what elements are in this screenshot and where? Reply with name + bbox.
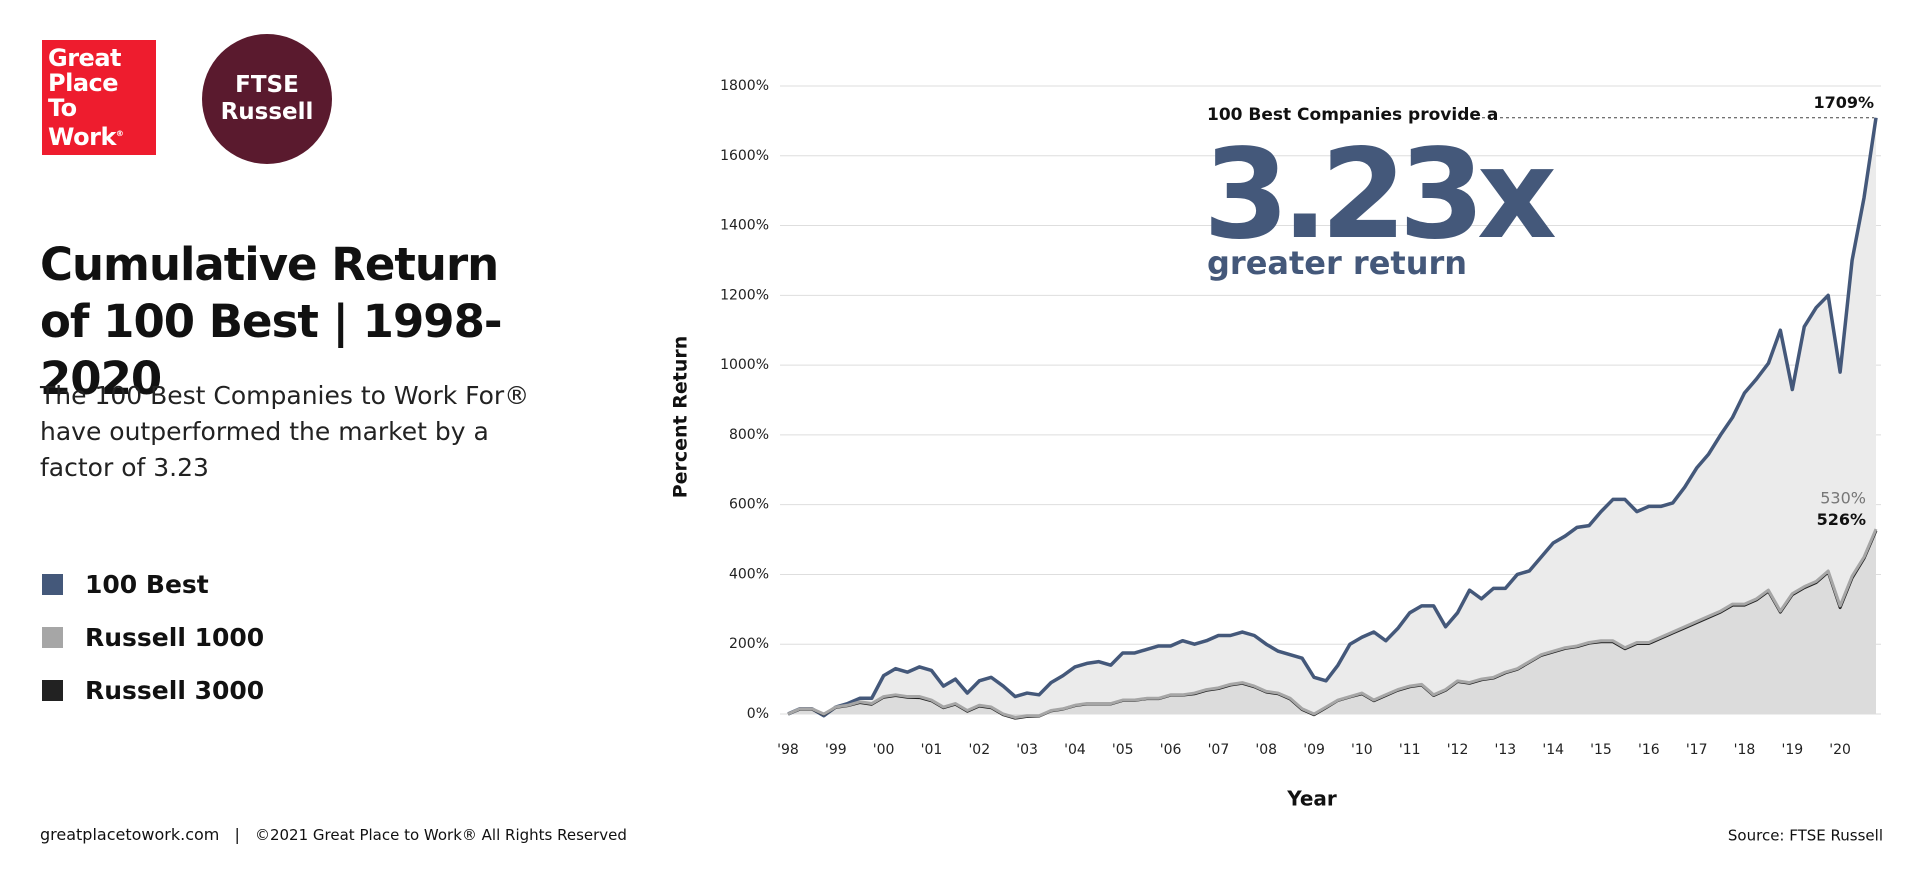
- x-tick-label: '14: [1542, 742, 1564, 758]
- y-tick-label: 1200%: [720, 287, 769, 303]
- y-tick-label: 600%: [729, 497, 769, 513]
- y-tick-label: 400%: [729, 566, 769, 582]
- source: Source: FTSE Russell: [1728, 827, 1883, 845]
- logo-text: To: [48, 94, 77, 122]
- x-axis-label: Year: [1286, 787, 1337, 811]
- legend-label: Russell 1000: [85, 623, 265, 652]
- area: [788, 117, 1876, 716]
- x-tick-label: '04: [1064, 742, 1086, 758]
- y-tick-label: 1600%: [720, 148, 769, 164]
- x-tick-label: '12: [1447, 742, 1469, 758]
- x-tick-label: '11: [1399, 742, 1421, 758]
- legend-label: 100 Best: [85, 570, 209, 599]
- line: [787, 117, 1878, 718]
- title: Cumulative Return of 100 Best | 1998-202…: [40, 238, 503, 405]
- description: The 100 Best Companies to Work For® have…: [40, 381, 530, 482]
- x-tick-label: '16: [1638, 742, 1660, 758]
- x-tick-label: '20: [1829, 742, 1851, 758]
- logo-text: Russell: [220, 99, 314, 125]
- logo-text: Place: [48, 69, 119, 97]
- logo-text: FTSE: [235, 72, 299, 98]
- x-tick-label: '19: [1781, 742, 1803, 758]
- x-tick-label: '13: [1495, 742, 1517, 758]
- legend-swatch: [42, 627, 63, 648]
- y-tick-label: 0%: [747, 706, 769, 722]
- footer-separator: |: [234, 825, 240, 844]
- legend-swatch: [42, 574, 63, 595]
- x-tick-label: '18: [1734, 742, 1756, 758]
- logo-text: Work: [48, 123, 116, 151]
- x-tick-label: '07: [1208, 742, 1230, 758]
- x-tick-label: '99: [825, 742, 847, 758]
- y-axis-label: Percent Return: [670, 336, 692, 499]
- value-label: 530%: [1820, 489, 1866, 508]
- x-tick-label: '00: [873, 742, 895, 758]
- legend-item: Russell 3000: [42, 676, 264, 705]
- x-tick-label: '98: [777, 742, 799, 758]
- y-tick-label: 1800%: [720, 78, 769, 94]
- footer: greatplacetowork.com | ©2021 Great Place…: [40, 825, 637, 844]
- annotation-headline: 3.23x: [1203, 123, 1556, 267]
- y-tick-label: 800%: [729, 427, 769, 443]
- footer-site: greatplacetowork.com: [40, 825, 220, 844]
- logo-text: Work®: [48, 121, 156, 150]
- line: [787, 528, 1878, 719]
- area: [788, 529, 1876, 718]
- x-tick-label: '01: [921, 742, 943, 758]
- x-tick-label: '02: [968, 742, 990, 758]
- logo-text: Great: [48, 44, 121, 72]
- annotation-sub: greater return: [1207, 244, 1467, 282]
- value-label: 1709%: [1813, 93, 1874, 112]
- x-tick-label: '15: [1590, 742, 1612, 758]
- legend-label: Russell 3000: [85, 676, 265, 705]
- x-tick-label: '10: [1351, 742, 1373, 758]
- footer-copyright: ©2021 Great Place to Work® All Rights Re…: [254, 826, 627, 844]
- annotation-lead: 100 Best Companies provide a: [1207, 105, 1498, 125]
- y-tick-label: 1400%: [720, 218, 769, 234]
- x-tick-label: '03: [1016, 742, 1038, 758]
- x-tick-label: '06: [1160, 742, 1182, 758]
- legend-item: 100 Best: [42, 570, 209, 599]
- y-tick-label: 200%: [729, 636, 769, 652]
- x-tick-label: '05: [1112, 742, 1134, 758]
- ftse-logo: FTSE Russell: [202, 34, 332, 164]
- x-tick-label: '17: [1686, 742, 1708, 758]
- logo-mark: ®: [115, 129, 124, 138]
- x-tick-label: '09: [1303, 742, 1325, 758]
- legend-swatch: [42, 680, 63, 701]
- value-label: 526%: [1817, 510, 1866, 529]
- gptw-logo: Great Place To Work®: [42, 40, 156, 155]
- y-tick-label: 1000%: [720, 357, 769, 373]
- x-tick-label: '08: [1255, 742, 1277, 758]
- legend-item: Russell 1000: [42, 623, 264, 652]
